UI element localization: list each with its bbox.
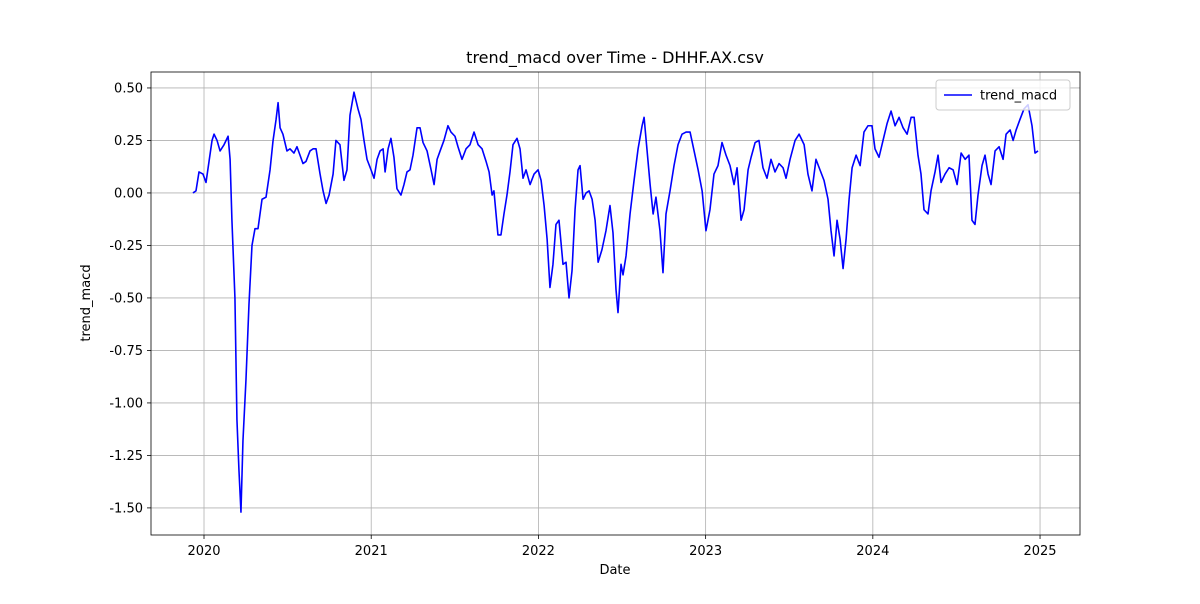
y-tick-label: 0.25 bbox=[114, 134, 143, 149]
x-tick-label: 2023 bbox=[689, 544, 722, 559]
chart-title: trend_macd over Time - DHHF.AX.csv bbox=[466, 48, 764, 68]
data-line bbox=[192, 91, 1039, 513]
x-tick-label: 2025 bbox=[1023, 544, 1056, 559]
y-tick-label: -1.25 bbox=[109, 449, 143, 464]
x-tick-label: 2021 bbox=[355, 544, 388, 559]
x-tick-label: 2022 bbox=[522, 544, 555, 559]
y-tick-label: -1.00 bbox=[109, 396, 143, 411]
legend-box bbox=[935, 79, 1071, 111]
y-tick-label: 0.00 bbox=[114, 186, 143, 201]
y-tick-label: 0.50 bbox=[114, 81, 143, 96]
y-tick-label: -0.25 bbox=[109, 239, 143, 254]
x-tick-label: 2020 bbox=[187, 544, 220, 559]
x-tick-label: 2024 bbox=[856, 544, 889, 559]
y-axis-label: trend_macd bbox=[79, 264, 94, 341]
y-tick-label: -0.50 bbox=[109, 291, 143, 306]
plot-frame bbox=[150, 71, 1081, 536]
x-axis-label: Date bbox=[599, 563, 630, 578]
legend-label: trend_macd bbox=[980, 89, 1057, 104]
y-tick-label: -1.50 bbox=[109, 501, 143, 516]
y-tick-label: -0.75 bbox=[109, 344, 143, 359]
